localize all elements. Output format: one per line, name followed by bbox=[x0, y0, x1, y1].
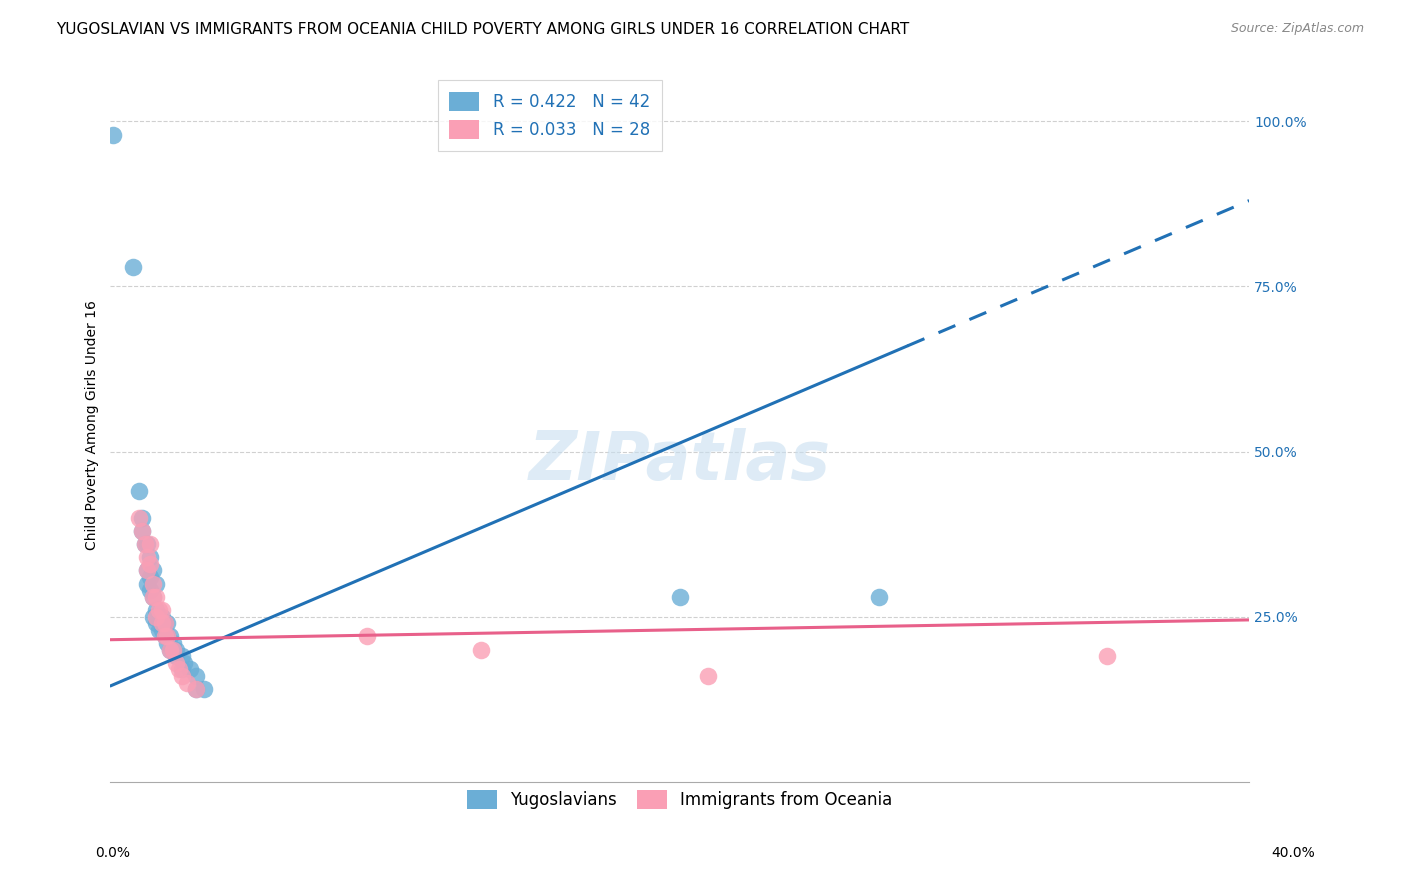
Point bbox=[150, 616, 173, 631]
Point bbox=[697, 669, 720, 683]
Point bbox=[145, 576, 167, 591]
Point bbox=[122, 260, 145, 274]
Point bbox=[165, 656, 187, 670]
Point bbox=[139, 570, 162, 584]
Point bbox=[139, 537, 162, 551]
Point bbox=[1095, 649, 1118, 664]
Point bbox=[156, 616, 179, 631]
Point bbox=[142, 609, 165, 624]
Text: ZIPatlas: ZIPatlas bbox=[529, 428, 831, 494]
Point bbox=[176, 675, 198, 690]
Point bbox=[150, 623, 173, 637]
Point bbox=[145, 590, 167, 604]
Point bbox=[162, 642, 184, 657]
Point bbox=[136, 550, 159, 565]
Text: Source: ZipAtlas.com: Source: ZipAtlas.com bbox=[1230, 22, 1364, 36]
Point bbox=[170, 649, 193, 664]
Point bbox=[103, 128, 125, 142]
Point bbox=[184, 682, 207, 697]
Point bbox=[131, 524, 153, 538]
Point bbox=[159, 629, 181, 643]
Point bbox=[142, 563, 165, 577]
Point bbox=[193, 682, 215, 697]
Point bbox=[162, 642, 184, 657]
Point bbox=[162, 636, 184, 650]
Point bbox=[148, 603, 170, 617]
Point bbox=[139, 550, 162, 565]
Point bbox=[153, 616, 176, 631]
Point bbox=[139, 557, 162, 571]
Point bbox=[131, 524, 153, 538]
Point bbox=[156, 629, 179, 643]
Point bbox=[173, 656, 195, 670]
Point bbox=[184, 682, 207, 697]
Point bbox=[156, 636, 179, 650]
Point bbox=[170, 669, 193, 683]
Point bbox=[134, 537, 156, 551]
Point bbox=[184, 669, 207, 683]
Y-axis label: Child Poverty Among Girls Under 16: Child Poverty Among Girls Under 16 bbox=[86, 301, 100, 550]
Point bbox=[170, 662, 193, 676]
Point bbox=[145, 603, 167, 617]
Point bbox=[142, 590, 165, 604]
Point bbox=[145, 616, 167, 631]
Point bbox=[131, 510, 153, 524]
Point bbox=[156, 629, 179, 643]
Point bbox=[148, 609, 170, 624]
Point bbox=[470, 642, 492, 657]
Point bbox=[128, 510, 150, 524]
Legend: Yugoslavians, Immigrants from Oceania: Yugoslavians, Immigrants from Oceania bbox=[460, 783, 900, 816]
Point bbox=[159, 642, 181, 657]
Point bbox=[136, 576, 159, 591]
Text: YUGOSLAVIAN VS IMMIGRANTS FROM OCEANIA CHILD POVERTY AMONG GIRLS UNDER 16 CORREL: YUGOSLAVIAN VS IMMIGRANTS FROM OCEANIA C… bbox=[56, 22, 910, 37]
Point bbox=[153, 616, 176, 631]
Point bbox=[153, 629, 176, 643]
Point bbox=[139, 583, 162, 598]
Text: 0.0%: 0.0% bbox=[96, 846, 131, 860]
Point bbox=[179, 662, 201, 676]
Point bbox=[145, 609, 167, 624]
Point bbox=[153, 629, 176, 643]
Point bbox=[142, 590, 165, 604]
Point bbox=[868, 590, 890, 604]
Point bbox=[668, 590, 690, 604]
Point bbox=[356, 629, 378, 643]
Point bbox=[136, 563, 159, 577]
Point bbox=[150, 609, 173, 624]
Point bbox=[148, 623, 170, 637]
Point bbox=[150, 603, 173, 617]
Point bbox=[142, 576, 165, 591]
Point bbox=[136, 537, 159, 551]
Point bbox=[134, 537, 156, 551]
Point bbox=[165, 649, 187, 664]
Point bbox=[128, 484, 150, 499]
Point bbox=[165, 642, 187, 657]
Point bbox=[136, 563, 159, 577]
Point bbox=[167, 662, 190, 676]
Text: 40.0%: 40.0% bbox=[1271, 846, 1315, 860]
Point bbox=[159, 642, 181, 657]
